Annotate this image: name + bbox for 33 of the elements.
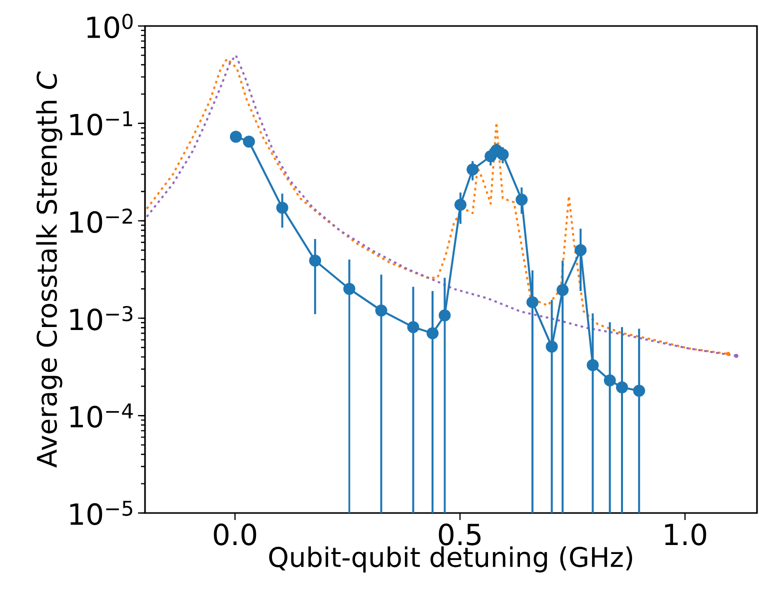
- point: [574, 244, 587, 256]
- y-tick-label: 10$^{−5}$: [70, 500, 132, 526]
- x-tick-label: 0.0: [214, 524, 256, 546]
- point: [604, 374, 616, 386]
- y-tick-label: 10$^{−3}$: [70, 306, 132, 330]
- y-tick-label: 10$^{−2}$: [70, 208, 132, 234]
- point: [343, 282, 356, 295]
- y-axis-title: Average Crosstalk Strength C: [36, 71, 62, 468]
- point: [407, 321, 420, 334]
- point: [426, 327, 439, 340]
- point: [438, 309, 451, 322]
- point: [546, 340, 558, 353]
- point: [242, 136, 255, 148]
- point: [309, 254, 322, 267]
- point: [616, 381, 628, 394]
- y-tick-label: 10$^{−4}$: [70, 403, 133, 428]
- point: [375, 304, 388, 316]
- point: [726, 352, 730, 356]
- x-tick-label: 1.0: [665, 524, 706, 546]
- point: [526, 296, 538, 308]
- y-tick-label: 10$^{−1}$: [70, 111, 132, 136]
- point: [230, 130, 242, 143]
- point: [466, 164, 479, 176]
- point: [734, 354, 738, 358]
- point: [556, 284, 569, 296]
- x-tick-label: 0.5: [438, 524, 481, 546]
- y-tick-label: 10$^{0}$: [87, 14, 133, 38]
- point: [633, 384, 646, 397]
- point: [454, 198, 466, 211]
- point: [276, 202, 288, 214]
- point: [516, 194, 528, 206]
- point: [586, 359, 599, 372]
- x-axis-title: Qubit-qubit detuning (GHz): [269, 546, 632, 572]
